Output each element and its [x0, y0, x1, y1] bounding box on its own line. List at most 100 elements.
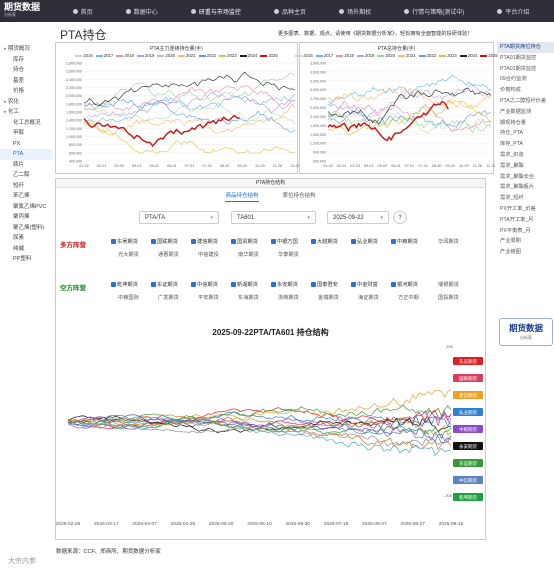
legend-item[interactable]: 2021 — [398, 53, 416, 58]
legend-item[interactable]: 2019 — [136, 53, 154, 58]
right-sidebar-item[interactable]: 产业周期 — [500, 238, 521, 245]
right-sidebar-item[interactable]: 需求_短纤 — [500, 195, 524, 202]
sidebar-item[interactable]: 甲醇 — [13, 130, 25, 136]
sidebar-item[interactable]: 瓶片 — [13, 161, 25, 168]
sidebar-item[interactable]: 库存 — [13, 56, 25, 63]
broker-checkbox[interactable]: 中信期货 — [191, 280, 231, 289]
broker-checkbox[interactable]: 中金财富 — [351, 280, 391, 289]
broker-checkbox[interactable]: 永安期货 — [271, 280, 311, 289]
legend-item[interactable]: 2025 — [480, 53, 498, 58]
broker-checkbox[interactable]: 南华期货 — [231, 250, 271, 259]
tab-seat-structure[interactable]: 席位持仓结构 — [282, 193, 316, 199]
sidebar-item[interactable]: 价格 — [13, 88, 25, 94]
nav-item[interactable]: 研重与市场监控 — [190, 7, 241, 16]
tab-commodity-structure[interactable]: 商品持仓结构 — [225, 191, 259, 202]
broker-checkbox[interactable]: 东海期货 — [231, 293, 271, 302]
legend-item[interactable]: 2022 — [198, 53, 216, 58]
right-sidebar-item[interactable]: PX平衡表_月 — [500, 227, 531, 234]
legend-item[interactable]: 2018 — [116, 53, 134, 58]
broker-checkbox[interactable]: 国投期货 — [431, 293, 471, 302]
legend-item[interactable]: 2024 — [459, 53, 477, 58]
nav-item[interactable]: 品种主页 — [273, 7, 306, 16]
sidebar-item[interactable]: 农化 — [0, 97, 52, 108]
broker-checkbox[interactable]: 弘业期货 — [351, 237, 391, 246]
sidebar-item[interactable]: 聚乙烯(塑料) — [13, 224, 45, 231]
right-sidebar-item[interactable]: 库存_PTA — [500, 141, 523, 148]
contract-select[interactable]: TA601 ▾ — [231, 211, 316, 224]
right-sidebar-item[interactable]: 09合约监测 — [500, 76, 527, 83]
right-sidebar-item[interactable]: 持仓_PTA — [500, 130, 523, 137]
sidebar-item[interactable]: 聚氯乙烯PVC — [13, 203, 47, 210]
sidebar-item[interactable]: PP塑料 — [13, 256, 32, 262]
right-sidebar-item[interactable]: 需求_聚酯 — [500, 162, 524, 169]
right-sidebar-item[interactable]: 需求_织造 — [500, 151, 524, 158]
broker-checkbox[interactable]: 国贸期货 — [231, 237, 271, 246]
right-sidebar-item[interactable]: 期现持仓量 — [500, 119, 526, 126]
broker-checkbox[interactable]: 平安期货 — [191, 293, 231, 302]
broker-checkbox[interactable]: 乾坤期货 — [111, 280, 151, 289]
broker-checkbox[interactable]: 国泰君安 — [311, 280, 351, 289]
sidebar-item[interactable]: 聚丙烯 — [13, 214, 30, 220]
broker-checkbox[interactable]: 浙商期货 — [271, 293, 311, 302]
sidebar-item[interactable]: 短纤 — [13, 182, 25, 189]
nav-item[interactable]: 场外期权 — [339, 7, 371, 16]
right-sidebar-item[interactable]: PTA01期货监控 — [500, 65, 537, 72]
broker-checkbox[interactable]: 新湖期货 — [231, 280, 271, 289]
broker-checkbox[interactable]: 银河期货 — [391, 280, 431, 289]
legend-item[interactable]: 2017 — [315, 53, 333, 58]
nav-item[interactable]: 平台介绍 — [497, 7, 529, 16]
right-sidebar-item[interactable]: PTA开工率_月 — [500, 216, 534, 223]
help-icon[interactable]: ? — [393, 211, 407, 224]
sidebar-item[interactable]: 苯乙烯 — [13, 193, 30, 199]
right-sidebar-item[interactable]: 需求_聚酯长丝 — [500, 173, 535, 180]
right-sidebar-item[interactable]: PX开工率_价差 — [500, 205, 536, 212]
legend-item[interactable]: 2024 — [239, 53, 257, 58]
sidebar-item[interactable]: PX — [13, 140, 21, 147]
legend-item[interactable]: 2023 — [439, 53, 457, 58]
broker-checkbox[interactable]: 大越期货 — [311, 237, 351, 246]
sidebar-item[interactable]: 尿素 — [13, 235, 25, 241]
sidebar-item[interactable]: 纯碱 — [13, 245, 25, 252]
broker-checkbox[interactable]: 中粮期货 — [391, 237, 431, 246]
broker-checkbox[interactable]: 瑞银期货 — [431, 280, 471, 289]
nav-item[interactable]: 首页 — [72, 7, 93, 16]
right-sidebar-item[interactable]: 需求_聚酯瓶片 — [500, 184, 535, 191]
right-sidebar-item[interactable]: 产业链图 — [500, 249, 521, 256]
sidebar-item[interactable]: 基差 — [13, 77, 25, 84]
right-sidebar-item[interactable]: PTA之二醇短纤价差 — [500, 97, 547, 104]
brand-logo[interactable]: 期货数据 分析家 — [0, 0, 56, 22]
broker-checkbox[interactable]: 金瑞期货 — [311, 293, 351, 302]
sidebar-item[interactable]: 持仓 — [13, 67, 25, 73]
legend-item[interactable]: 2016 — [75, 53, 93, 58]
legend-item[interactable]: 2025 — [260, 53, 278, 58]
legend-item[interactable]: 2020 — [157, 53, 175, 58]
nav-item[interactable]: 数据中心 — [125, 7, 158, 16]
broker-checkbox[interactable]: 建信期货 — [191, 237, 231, 246]
broker-checkbox[interactable]: 国联期货 — [151, 237, 191, 246]
broker-checkbox[interactable]: 东吴期货 — [111, 237, 151, 246]
right-sidebar-item[interactable]: PTA期货席位持仓 — [497, 42, 554, 53]
broker-checkbox[interactable]: 方正中期 — [391, 293, 431, 302]
sidebar-item[interactable]: PTA — [0, 149, 52, 160]
broker-checkbox[interactable]: 广发期货 — [151, 293, 191, 302]
broker-checkbox[interactable]: 华泰期货 — [271, 250, 311, 259]
broker-checkbox[interactable]: 中粮国际 — [111, 293, 151, 302]
sidebar-item[interactable]: 化工 — [0, 107, 52, 118]
right-sidebar-item[interactable]: 产业数据监测 — [500, 108, 532, 115]
legend-item[interactable]: 2023 — [219, 53, 237, 58]
product-select[interactable]: PTA/TA ▾ — [139, 211, 219, 224]
legend-item[interactable]: 2019 — [356, 53, 374, 58]
sidebar-item[interactable]: 期货概况 — [0, 44, 52, 55]
sidebar-item[interactable]: 乙二醇 — [13, 172, 30, 178]
legend-item[interactable]: 2020 — [377, 53, 395, 58]
broker-checkbox[interactable]: 通惠期货 — [151, 250, 191, 259]
right-sidebar-item[interactable]: PTA01期货监控 — [500, 54, 537, 61]
broker-checkbox[interactable]: 海证期货 — [351, 293, 391, 302]
legend-item[interactable]: 2018 — [336, 53, 354, 58]
right-sidebar-item[interactable]: 价格构成 — [500, 87, 521, 94]
legend-item[interactable]: 2017 — [95, 53, 113, 58]
broker-checkbox[interactable]: 光大期货 — [111, 250, 151, 259]
nav-item[interactable]: 行情与策略(测试中) — [404, 7, 464, 16]
legend-item[interactable]: 2021 — [178, 53, 196, 58]
broker-checkbox[interactable]: 中信建投 — [191, 250, 231, 259]
